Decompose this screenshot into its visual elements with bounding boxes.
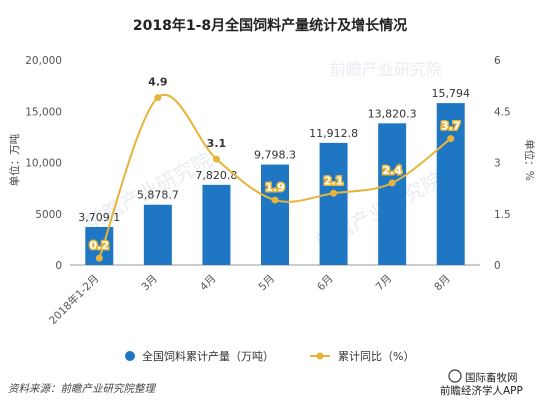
- line-point: [271, 196, 279, 204]
- x-tick-label: 8月: [432, 273, 453, 294]
- line-point: [447, 135, 455, 143]
- bar-value-label: 11,912.8: [309, 127, 358, 140]
- line-value-label: 3.1: [207, 137, 227, 150]
- bar-data-labels: 3,709.15,878.77,820.89,798.311,912.813,8…: [78, 87, 470, 224]
- x-tick-label: 3月: [139, 273, 160, 294]
- bar: [261, 164, 289, 265]
- source-note: 资料来源：前瞻产业研究院整理: [8, 383, 156, 395]
- bar: [378, 123, 407, 266]
- y-right-axis-label: 单位：%: [523, 139, 536, 180]
- y-right-tick-label: 6: [494, 55, 501, 67]
- y-left-tick-label: 0: [55, 260, 62, 272]
- line-point: [95, 254, 103, 262]
- bar: [202, 184, 231, 265]
- wechat-icon: [448, 369, 462, 383]
- brand: 国际畜牧网 前瞻经济学人APP: [440, 369, 523, 397]
- bar-value-label: 9,798.3: [254, 149, 296, 162]
- watermark-text-1: 前瞻产业研究院: [330, 60, 442, 79]
- legend-line-marker-dot: [316, 352, 324, 360]
- x-tick-label: 6月: [315, 273, 336, 294]
- bar-value-label: 7,820.8: [195, 169, 237, 182]
- bar: [319, 142, 348, 265]
- x-tick-label: 2018年1-2月: [46, 272, 101, 327]
- x-tick-label: 5月: [256, 273, 277, 294]
- y-left-ticks: 0 5000 10,000 15,000 20,000: [25, 55, 62, 272]
- brand-text: 前瞻经济学人APP: [440, 384, 523, 397]
- y-right-tick-label: 1.5: [494, 209, 511, 221]
- y-left-axis-label: 单位：万吨: [8, 133, 21, 186]
- legend-bar-label: 全国饲料累计产量（万吨）: [142, 349, 274, 363]
- line-value-label: 1.9: [265, 181, 285, 194]
- y-right-tick-label: 0: [494, 260, 501, 272]
- y-left-tick-label: 10,000: [25, 158, 62, 170]
- line-point: [212, 155, 220, 163]
- x-tick-label: 7月: [374, 273, 395, 294]
- legend-bar-marker: [125, 351, 135, 361]
- legend: 全国饲料累计产量（万吨） 累计同比（%）: [125, 349, 414, 363]
- line-value-label: 3.7: [441, 120, 461, 133]
- line-value-label: 2.4: [382, 164, 402, 177]
- line-point: [388, 179, 396, 187]
- x-tick-label: 4月: [198, 273, 219, 294]
- bar: [436, 103, 465, 265]
- chart-title: 2018年1-8月全国饲料产量统计及增长情况: [133, 17, 407, 34]
- x-ticks: 2018年1-2月 3月 4月 5月 6月 7月 8月: [46, 272, 452, 327]
- bar-series: [85, 103, 465, 266]
- line-point: [154, 94, 162, 102]
- line-value-label: 2.1: [324, 174, 344, 187]
- y-left-tick-label: 15,000: [25, 106, 62, 118]
- y-left-tick-label: 20,000: [25, 55, 62, 67]
- y-right-ticks: 0 1.5 3 4.5 6: [494, 55, 511, 272]
- bar-value-label: 13,820.3: [368, 107, 417, 120]
- badge-text: 国际畜牧网: [465, 371, 518, 384]
- line-value-label: 4.9: [148, 76, 168, 89]
- bar: [143, 204, 172, 265]
- bar-value-label: 15,794: [431, 87, 470, 100]
- line-point: [330, 189, 338, 197]
- line-value-label: 0.2: [90, 239, 110, 252]
- y-right-tick-label: 4.5: [494, 106, 511, 118]
- y-right-tick-label: 3: [494, 158, 501, 170]
- bar-value-label: 5,878.7: [137, 189, 179, 202]
- y-left-tick-label: 5000: [35, 209, 62, 221]
- legend-line-label: 累计同比（%）: [338, 350, 414, 363]
- line-data-labels: 0.2 4.9 3.1 1.9 2.1 2.4 3.7: [88, 76, 462, 254]
- line-series: [95, 93, 455, 262]
